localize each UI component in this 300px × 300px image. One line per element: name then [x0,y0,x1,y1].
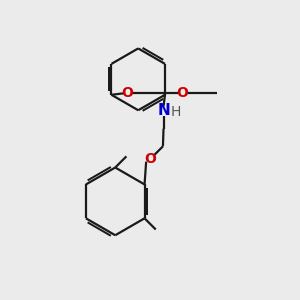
Text: O: O [176,86,188,100]
Text: N: N [157,103,170,118]
Text: H: H [171,106,181,119]
Text: O: O [145,152,157,166]
Text: O: O [122,86,134,100]
